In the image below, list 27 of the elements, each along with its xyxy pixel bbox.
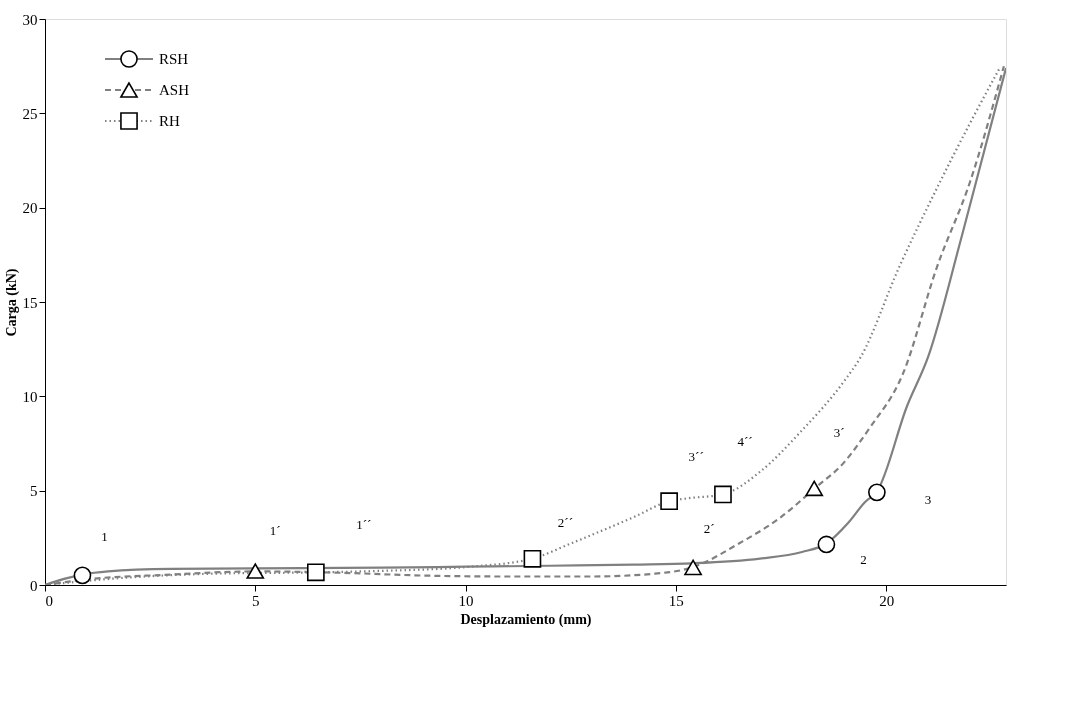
annotation: 2´´ (557, 514, 574, 530)
x-tick-label: 20 (879, 592, 895, 609)
legend-label: RSH (159, 51, 189, 67)
annotation: 4´´ (737, 434, 753, 450)
y-tick-label: 30 (22, 11, 38, 28)
y-tick-label: 10 (22, 388, 38, 405)
y-tick-label: 25 (22, 105, 38, 122)
x-tick-label: 0 (45, 592, 53, 609)
x-tick-label: 15 (668, 592, 684, 609)
annotation: 3´´ (688, 449, 704, 465)
y-tick-label: 0 (30, 577, 38, 594)
y-tick-label: 15 (22, 294, 38, 311)
y-axis-title: Carga (kN) (3, 268, 20, 337)
legend-label: RH (159, 113, 180, 129)
annotation: 3´ (833, 425, 845, 441)
x-tick-label: 5 (252, 592, 260, 609)
legend-label: ASH (159, 82, 190, 98)
y-tick-label: 5 (30, 483, 38, 500)
annotation: 1 (101, 529, 108, 545)
y-tick-label: 20 (22, 200, 38, 217)
x-tick-label: 10 (458, 592, 474, 609)
annotation: 1´´ (356, 517, 372, 533)
annotation: 2´ (703, 521, 715, 537)
annotation: 1´ (269, 523, 281, 539)
annotation: 2 (860, 552, 867, 568)
x-axis-title: Desplazamiento (mm) (460, 611, 592, 628)
annotation: 3 (924, 492, 932, 508)
